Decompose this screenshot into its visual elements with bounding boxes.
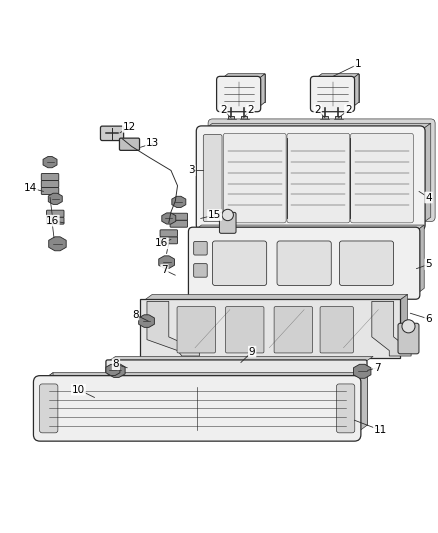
FancyBboxPatch shape xyxy=(33,376,361,441)
Polygon shape xyxy=(40,373,53,434)
Polygon shape xyxy=(416,225,424,295)
Text: 8: 8 xyxy=(113,359,119,369)
FancyBboxPatch shape xyxy=(41,188,59,195)
Polygon shape xyxy=(398,294,408,356)
Polygon shape xyxy=(353,364,371,378)
Polygon shape xyxy=(143,294,408,302)
Polygon shape xyxy=(48,193,62,205)
Polygon shape xyxy=(43,157,57,168)
FancyBboxPatch shape xyxy=(398,323,419,354)
Bar xyxy=(335,116,341,122)
Text: 2: 2 xyxy=(314,105,321,115)
Bar xyxy=(321,116,328,122)
Text: 1: 1 xyxy=(354,59,361,69)
Polygon shape xyxy=(314,74,359,80)
FancyBboxPatch shape xyxy=(350,133,413,223)
Polygon shape xyxy=(322,74,359,102)
Polygon shape xyxy=(159,256,174,269)
Text: 2: 2 xyxy=(220,105,227,115)
Text: 12: 12 xyxy=(123,122,136,132)
FancyBboxPatch shape xyxy=(212,241,267,286)
Polygon shape xyxy=(53,373,367,425)
Polygon shape xyxy=(40,373,367,382)
FancyBboxPatch shape xyxy=(170,213,187,220)
FancyBboxPatch shape xyxy=(196,126,425,230)
FancyBboxPatch shape xyxy=(141,299,400,358)
Polygon shape xyxy=(372,302,411,356)
Polygon shape xyxy=(257,74,265,108)
FancyBboxPatch shape xyxy=(320,306,353,353)
FancyBboxPatch shape xyxy=(160,237,177,244)
FancyBboxPatch shape xyxy=(170,220,187,227)
FancyBboxPatch shape xyxy=(219,212,236,233)
Text: 11: 11 xyxy=(374,425,387,435)
Text: 13: 13 xyxy=(146,139,159,148)
Polygon shape xyxy=(106,365,120,376)
FancyBboxPatch shape xyxy=(339,241,394,286)
FancyBboxPatch shape xyxy=(120,138,140,150)
Polygon shape xyxy=(108,364,125,377)
Bar xyxy=(228,116,234,122)
Text: 2: 2 xyxy=(345,105,352,115)
Text: 16: 16 xyxy=(155,238,168,248)
FancyBboxPatch shape xyxy=(274,306,312,353)
Polygon shape xyxy=(147,302,199,356)
Circle shape xyxy=(402,320,415,333)
Text: 16: 16 xyxy=(46,216,59,225)
FancyBboxPatch shape xyxy=(188,227,420,299)
FancyBboxPatch shape xyxy=(208,119,435,222)
Polygon shape xyxy=(108,357,373,362)
FancyBboxPatch shape xyxy=(226,306,264,353)
FancyBboxPatch shape xyxy=(277,241,331,286)
FancyBboxPatch shape xyxy=(194,264,207,277)
Text: 3: 3 xyxy=(188,165,195,175)
Polygon shape xyxy=(139,315,154,327)
FancyBboxPatch shape xyxy=(39,384,58,433)
FancyBboxPatch shape xyxy=(106,360,367,376)
FancyBboxPatch shape xyxy=(311,76,355,112)
Text: 9: 9 xyxy=(249,346,255,357)
Polygon shape xyxy=(172,196,186,207)
Polygon shape xyxy=(220,74,265,80)
Text: 6: 6 xyxy=(425,314,432,324)
FancyBboxPatch shape xyxy=(177,306,215,353)
FancyBboxPatch shape xyxy=(100,126,124,141)
FancyBboxPatch shape xyxy=(194,241,207,255)
FancyBboxPatch shape xyxy=(287,133,350,223)
Text: 7: 7 xyxy=(161,265,168,275)
Text: 2: 2 xyxy=(247,105,254,115)
FancyBboxPatch shape xyxy=(336,384,355,433)
Polygon shape xyxy=(49,237,66,251)
Polygon shape xyxy=(228,74,265,102)
Text: 15: 15 xyxy=(208,210,221,220)
Polygon shape xyxy=(354,373,367,434)
Polygon shape xyxy=(420,123,431,225)
Text: 7: 7 xyxy=(374,363,380,373)
FancyBboxPatch shape xyxy=(46,210,64,217)
Polygon shape xyxy=(201,123,431,131)
FancyBboxPatch shape xyxy=(223,133,286,223)
Polygon shape xyxy=(193,225,424,231)
FancyBboxPatch shape xyxy=(203,135,222,222)
Polygon shape xyxy=(162,213,176,224)
Bar xyxy=(241,116,247,122)
Text: 4: 4 xyxy=(425,192,432,203)
Text: 14: 14 xyxy=(24,183,37,193)
FancyBboxPatch shape xyxy=(217,76,261,112)
FancyBboxPatch shape xyxy=(41,174,59,181)
Polygon shape xyxy=(351,74,359,108)
FancyBboxPatch shape xyxy=(46,217,64,224)
Text: 8: 8 xyxy=(132,310,138,319)
Text: 5: 5 xyxy=(425,260,432,269)
FancyBboxPatch shape xyxy=(41,181,59,188)
Text: 10: 10 xyxy=(72,385,85,394)
FancyBboxPatch shape xyxy=(160,230,177,237)
Circle shape xyxy=(222,209,233,221)
